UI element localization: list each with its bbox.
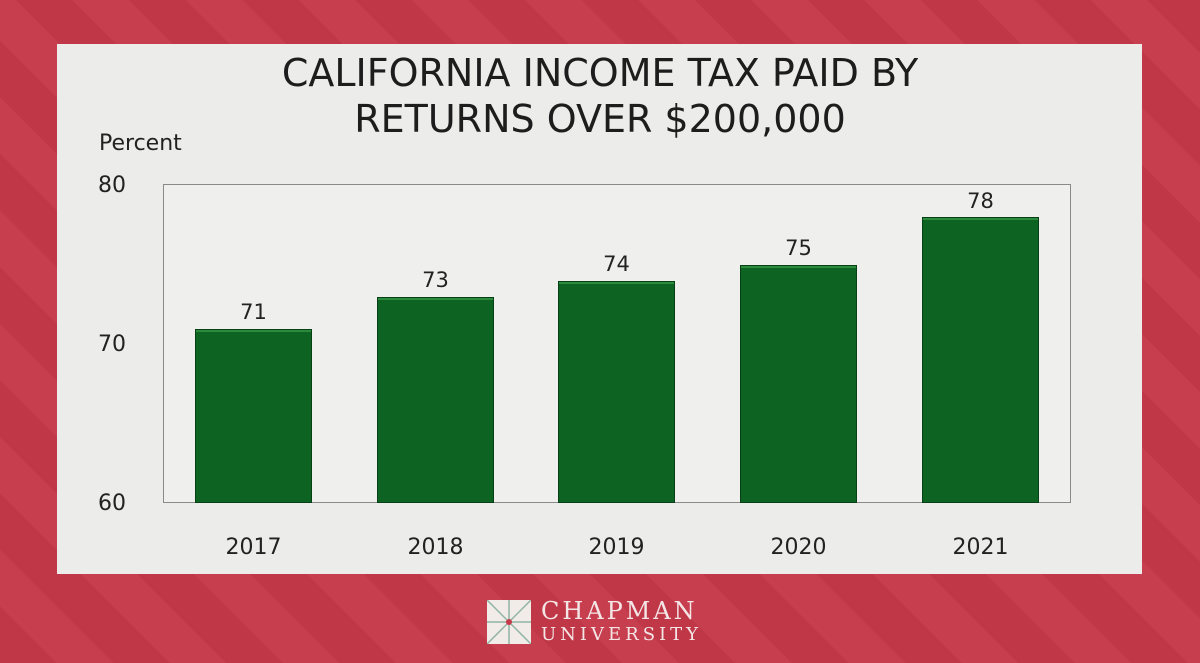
x-tick-2020: 2020 <box>770 535 827 560</box>
title-line-2: RETURNS OVER $200,000 <box>354 97 846 141</box>
bar-2018 <box>377 297 494 503</box>
y-tick-80: 80 <box>98 173 126 198</box>
bar-label-2020: 75 <box>785 236 812 260</box>
bar-label-2017: 71 <box>240 300 267 324</box>
x-tick-2021: 2021 <box>952 535 1009 560</box>
bar-2017 <box>195 329 312 503</box>
y-axis-label: Percent <box>99 131 182 156</box>
bar-2020 <box>740 265 857 503</box>
chapman-logo-icon <box>486 599 532 645</box>
y-tick-70: 70 <box>98 332 126 357</box>
bar-label-2018: 73 <box>422 268 449 292</box>
bar-2019 <box>558 281 675 503</box>
x-tick-2018: 2018 <box>407 535 464 560</box>
y-tick-60: 60 <box>98 491 126 516</box>
title-line-1: CALIFORNIA INCOME TAX PAID BY <box>281 51 919 95</box>
bar-label-2019: 74 <box>603 252 630 276</box>
logo-text-university: UNIVERSITY <box>541 624 703 645</box>
chart-title: CALIFORNIA INCOME TAX PAID BY RETURNS OV… <box>0 50 1200 142</box>
bar-2021 <box>922 217 1039 503</box>
bar-label-2021: 78 <box>967 189 994 213</box>
x-tick-2019: 2019 <box>588 535 645 560</box>
x-tick-2017: 2017 <box>225 535 282 560</box>
logo-text-chapman: CHAPMAN <box>541 597 698 625</box>
